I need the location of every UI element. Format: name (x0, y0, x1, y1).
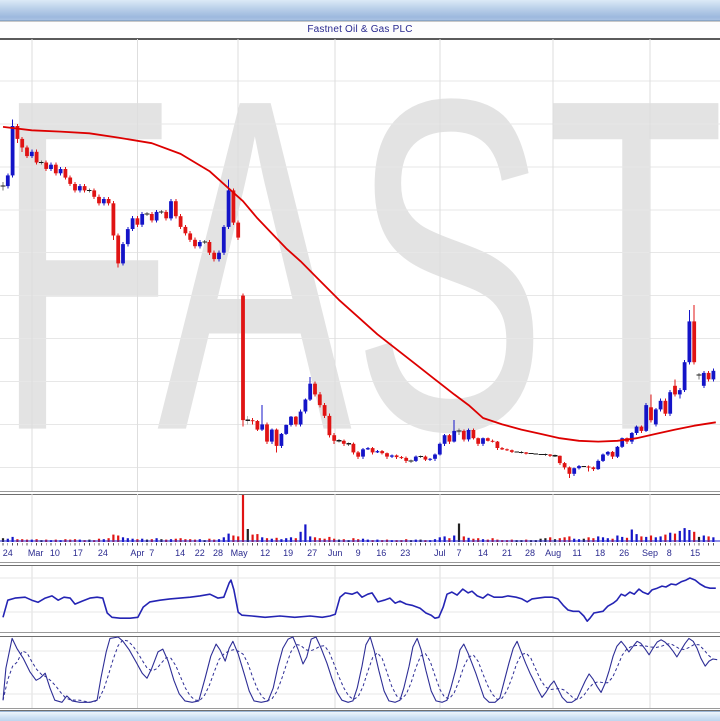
panel-separator (0, 708, 720, 711)
date-tick-label: 14 (175, 548, 186, 558)
date-tick-label: Apr (130, 548, 145, 558)
date-tick-label: 7 (456, 548, 462, 558)
date-tick-label: 9 (355, 548, 361, 558)
date-tick-label: Sep (642, 548, 659, 558)
date-tick-label: 27 (307, 548, 318, 558)
date-tick-label: 26 (619, 548, 630, 558)
date-tick-label: Jun (327, 548, 343, 558)
date-tick-label: 24 (2, 548, 13, 558)
date-tick-label: 21 (501, 548, 513, 558)
panel-separator (0, 632, 720, 637)
chart-title: Fastnet Oil & Gas PLC (0, 21, 720, 40)
window-titlebar[interactable] (0, 0, 720, 21)
date-tick-label: 7 (149, 548, 155, 558)
date-tick-label: 23 (400, 548, 411, 558)
date-axis: 24 Mar 10 17 24 Apr 7 14 22 28 May 12 19 27 Jun 9 16 23 Ju… (0, 543, 720, 562)
date-tick-label: 18 (595, 548, 606, 558)
date-tick-label: May (230, 548, 248, 558)
panel-separator (0, 491, 720, 495)
date-tick-label: 12 (260, 548, 271, 558)
date-tick-label: 19 (283, 548, 294, 558)
date-tick-label: 10 (49, 548, 60, 558)
date-tick-label: 8 (666, 548, 672, 558)
date-tick-label: Mar (27, 548, 44, 558)
date-tick-label: 28 (213, 548, 224, 558)
panel-separator (0, 562, 720, 566)
date-tick-label: 11 (572, 548, 582, 558)
status-bar (0, 711, 720, 721)
date-tick-label: 15 (690, 548, 701, 558)
date-tick-label: Jul (434, 548, 446, 558)
date-tick-label: 24 (97, 548, 108, 558)
date-tick-label: 28 (525, 548, 536, 558)
date-tick-label: 17 (72, 548, 83, 558)
date-tick-label: 16 (376, 548, 387, 558)
date-tick-label: 14 (477, 548, 489, 558)
date-tick-label: 22 (194, 548, 205, 558)
date-tick-label: Aug (545, 548, 562, 558)
